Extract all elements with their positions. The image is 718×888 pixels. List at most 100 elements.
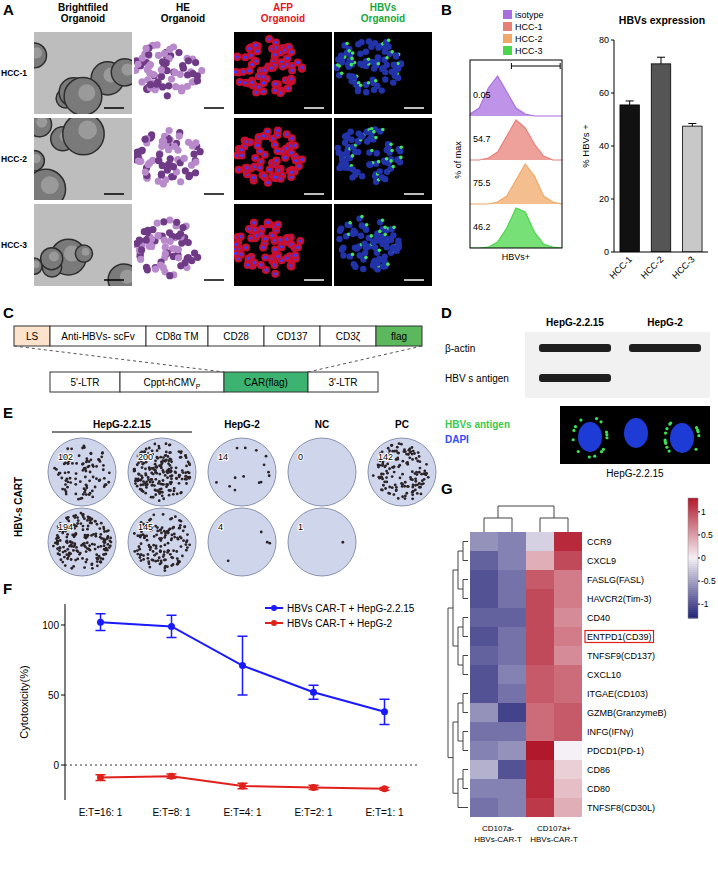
cell	[134, 61, 141, 68]
cell	[136, 237, 143, 244]
spot	[167, 549, 170, 552]
nucleus	[355, 41, 361, 47]
spot	[99, 545, 102, 548]
nucleus	[337, 228, 343, 234]
nucleus	[377, 168, 383, 174]
antigen	[572, 429, 575, 432]
cell	[260, 132, 268, 140]
spot	[52, 545, 55, 548]
spot	[63, 463, 66, 466]
antigen	[377, 62, 381, 66]
spot	[179, 536, 182, 539]
cell	[194, 72, 201, 79]
nucleus	[250, 63, 253, 66]
spot	[168, 494, 171, 497]
spot	[176, 563, 179, 566]
spot	[407, 453, 410, 456]
nucleus	[361, 240, 367, 246]
nucleus	[268, 168, 271, 171]
spot	[390, 444, 393, 447]
spot	[99, 561, 102, 564]
spot	[88, 493, 91, 496]
spot	[423, 470, 426, 473]
spot	[411, 458, 414, 461]
nucleus	[246, 263, 249, 266]
well	[128, 508, 196, 576]
spot	[150, 472, 153, 475]
cell	[179, 224, 186, 231]
spot	[175, 477, 178, 480]
antigen	[593, 455, 596, 458]
spot	[170, 466, 173, 469]
nucleus	[342, 140, 348, 146]
stain-legend: DAPI	[445, 434, 469, 445]
spot	[148, 545, 151, 548]
nucleus	[274, 82, 277, 85]
nucleus	[263, 237, 266, 240]
cell	[248, 78, 256, 86]
nucleus	[374, 150, 380, 156]
spot	[144, 492, 147, 495]
tick-label: 80	[599, 35, 609, 45]
cell	[177, 230, 184, 237]
cell	[171, 69, 178, 76]
spots	[133, 442, 191, 502]
antigen	[364, 256, 368, 260]
spot	[142, 490, 145, 493]
spot	[108, 471, 111, 474]
spot	[152, 550, 155, 553]
antigen	[351, 253, 355, 257]
spot	[86, 541, 89, 544]
spot	[163, 550, 166, 553]
spot	[57, 536, 60, 539]
spot	[69, 477, 72, 480]
spot	[142, 483, 145, 486]
spot	[74, 483, 77, 486]
spot	[161, 494, 164, 497]
nucleus	[372, 258, 378, 264]
spot	[142, 462, 145, 465]
image-bg	[234, 32, 332, 114]
spot	[76, 516, 79, 519]
spot	[106, 549, 109, 552]
nucleus	[269, 66, 272, 69]
image-bg	[334, 118, 432, 200]
spot	[139, 556, 142, 559]
spot	[99, 536, 102, 539]
organoid-core	[41, 176, 59, 194]
spot	[74, 477, 77, 480]
nucleus	[271, 137, 274, 140]
spot	[92, 465, 95, 468]
nucleus	[287, 45, 290, 48]
spot	[178, 527, 181, 530]
tick-label: 40	[599, 141, 609, 151]
spot	[83, 517, 86, 520]
spot	[153, 535, 156, 538]
cell	[260, 172, 268, 180]
spot	[98, 527, 101, 530]
column-header: Organoid	[61, 13, 105, 24]
spot	[407, 485, 410, 488]
nucleus	[350, 231, 356, 237]
spot	[83, 467, 86, 470]
spot	[90, 534, 93, 537]
organoid	[24, 150, 45, 171]
spot	[58, 549, 61, 552]
image-bg	[334, 32, 432, 114]
spot	[133, 550, 136, 553]
spot	[99, 560, 102, 563]
antigen	[599, 420, 602, 423]
legend-label: HCC-3	[515, 46, 543, 56]
nucleus	[254, 156, 257, 159]
antigen	[365, 223, 369, 227]
nucleus	[266, 181, 269, 184]
cell	[160, 218, 167, 225]
nucleus	[273, 248, 276, 251]
spot	[58, 472, 61, 475]
cell	[164, 92, 171, 99]
spot	[93, 543, 96, 546]
column-header: HBVs	[370, 2, 397, 13]
spot	[71, 462, 74, 465]
spot	[163, 544, 166, 547]
nucleus	[262, 174, 265, 177]
